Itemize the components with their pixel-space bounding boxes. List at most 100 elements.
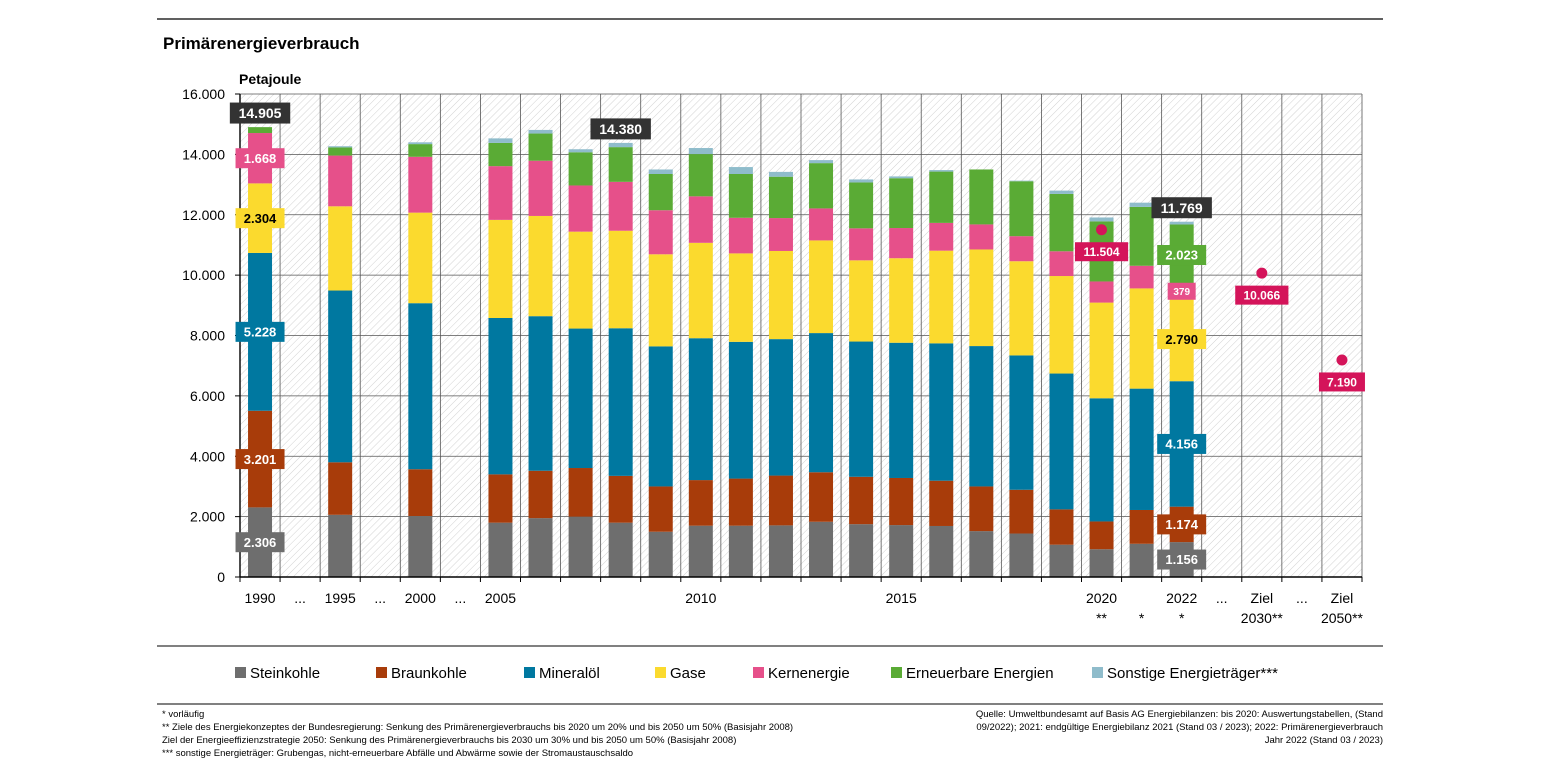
bar-segment [528,470,553,519]
segment-label: 2.023 [1157,245,1207,266]
bar-segment [608,181,633,231]
x-tick-label: ... [455,590,467,606]
bar-segment [608,147,633,182]
bar-segment [528,215,553,317]
segment-label-text: 2.790 [1165,332,1198,347]
bar-segment [1129,388,1154,510]
bar-segment [929,343,954,481]
bar-segment [688,196,713,243]
bar-segment [768,475,793,526]
bar-segment [248,127,273,134]
bar-segment [849,341,874,477]
segment-label: 1.156 [1157,549,1207,570]
total-label-box [1151,197,1212,219]
bar-segment [809,240,834,334]
target-label-box [1318,372,1365,392]
bar-segment [889,228,914,259]
legend-item: Kernenergie [753,665,850,682]
bar-segment [568,468,593,517]
segment-label: 1.668 [235,148,285,169]
bars [248,127,1194,577]
bar-segment [889,258,914,343]
segment-label: 2.304 [235,208,285,229]
bar-segment [328,462,353,515]
bar-segment [1049,193,1074,252]
target-marker [1096,224,1108,236]
legend-swatch [1092,667,1103,678]
bar-segment [728,478,753,526]
bar-segment [648,173,673,211]
bar-segment [969,531,994,577]
bar-segment [728,253,753,342]
segment-label-text: 2.304 [244,211,277,226]
bar-segment [608,328,633,476]
segment-label: 2.306 [235,532,285,553]
segment-label-text: 2.306 [244,535,277,550]
bar-segment [688,525,713,577]
bar-segment [408,469,433,517]
bar-segment [809,521,834,577]
segment-label-text: 3.201 [244,452,277,467]
bar-segment [889,477,914,526]
x-tick-label: 2030** [1241,610,1284,626]
bar-segment [1169,221,1194,225]
x-tick-label: ... [374,590,386,606]
legend-swatch [655,667,666,678]
bar-segment [929,480,954,526]
bar-segment [1009,355,1034,490]
bar-segment [408,516,433,577]
legend-label: Gase [670,665,706,682]
x-tick-label: ... [1296,590,1308,606]
bar-segment [488,219,513,318]
bar-segment [768,218,793,251]
bar-segment [528,133,553,161]
legend-label: Mineralöl [539,665,600,682]
bar-segment [889,176,914,179]
x-tick-label: 2005 [485,590,516,606]
bar-segment [688,338,713,481]
bar-segment [1049,190,1074,194]
bar-segment [568,516,593,577]
bar-segment [1009,180,1034,182]
bar-segment [1009,489,1034,534]
bar-segment [849,476,874,525]
bar-segment [969,249,994,347]
bar-segment [488,317,513,475]
bar-segment [328,155,353,207]
bar-segment [608,475,633,523]
bar-segment [849,179,874,183]
legend: Steinkohle Braunkohle Mineralöl Gase Kernene… [235,665,1278,682]
bar-segment [1089,281,1114,303]
bar-segment [488,474,513,523]
legend-label: Sonstige Energieträger*** [1107,665,1278,682]
segment-label-box [1157,549,1207,570]
x-tick-label: 1990 [244,590,275,606]
total-label: 11.769 [1151,197,1212,219]
bar-segment [1049,509,1074,545]
target-marker [1336,354,1348,366]
legend-item: Gase [655,665,706,682]
bar-segment [648,210,673,255]
x-tick-label: Ziel [1251,590,1274,606]
bar-segment [1049,251,1074,277]
chart-title: Primärenergieverbrauch [163,34,360,53]
y-axis-label: Petajoule [239,71,301,87]
bar-segment [328,514,353,577]
bar-segment [969,169,994,225]
x-tick-label: * [1179,610,1185,626]
bar-segment [1089,302,1114,399]
bar-segment [408,142,433,145]
source-line: Quelle: Umweltbundesamt auf Basis AG Ene… [975,709,1383,720]
legend-item: Mineralöl [524,665,600,682]
bar-segment [728,525,753,577]
legend-label: Steinkohle [250,665,320,682]
target-label-text: 10.066 [1243,288,1280,302]
x-tick-labels: 1990... 1995... 2000... 2005 2010 2015 2020** *… [244,590,1363,626]
segment-label-box [235,532,285,553]
target-marker [1256,267,1268,279]
bar-segment [728,217,753,254]
bar-segment [328,290,353,463]
y-tick-label: 12.000 [182,207,225,223]
bar-segment [889,342,914,478]
y-tick-label: 16.000 [182,86,225,102]
